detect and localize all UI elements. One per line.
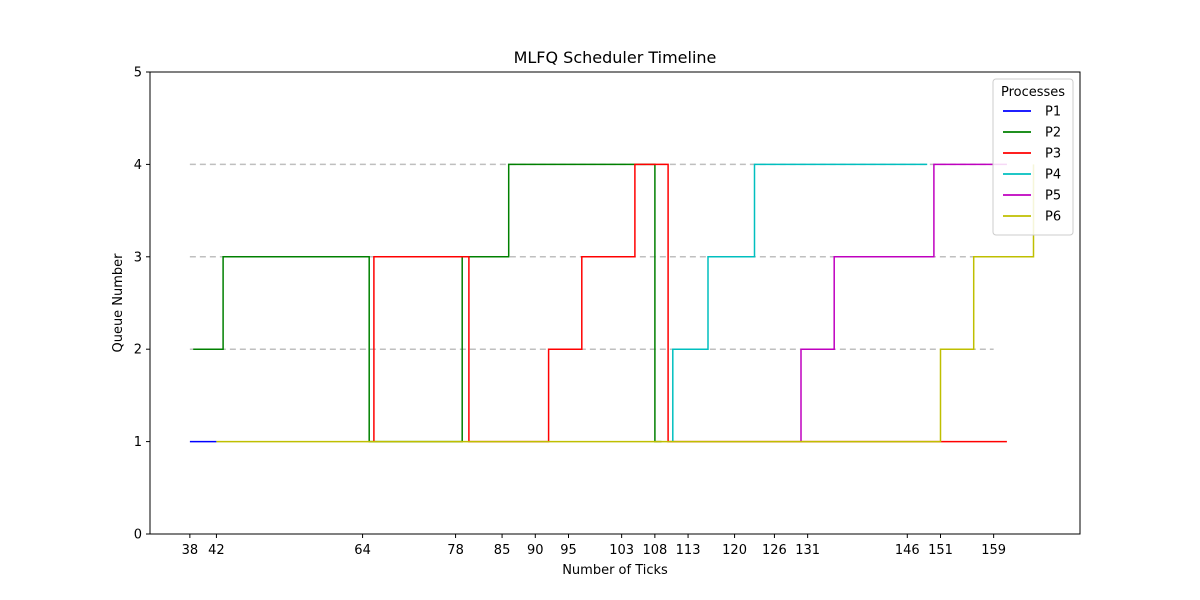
x-tick-label: 42 [208,543,225,558]
series-line-p3 [373,163,1007,443]
series-line-p5 [800,163,1007,442]
legend-label-p1: P1 [1045,105,1061,120]
y-tick-label: 5 [134,66,142,81]
legend: Processes P1 P2 P3 P4 P5 P6 [992,78,1074,236]
x-tick-label: 146 [895,543,920,558]
plot-frame [149,71,1081,535]
y-tick-label: 3 [134,250,142,265]
legend-label-p4: P4 [1045,168,1061,183]
x-tick-label: 90 [527,543,544,558]
y-tick-label: 1 [134,435,142,450]
y-tick-label: 0 [134,528,142,543]
legend-label-p2: P2 [1045,126,1061,141]
x-tick-label: 85 [494,543,511,558]
x-axis: 38 42 64 78 85 90 95 103 108 113 120 126 131 146 151 15… [182,534,1006,558]
x-tick-label: 64 [354,543,371,558]
series-line-p4 [672,163,928,442]
x-tick-label: 108 [642,543,667,558]
y-tick-label: 2 [134,343,142,358]
legend-box [992,78,1074,236]
y-axis: 0 1 2 3 4 5 [134,66,150,543]
x-tick-label: 159 [981,543,1006,558]
x-tick-label: 126 [762,543,787,558]
series-line-p2 [193,163,662,443]
x-tick-label: 78 [447,543,464,558]
x-tick-label: 151 [928,543,953,558]
legend-label-p5: P5 [1045,189,1061,204]
x-tick-label: 131 [795,543,820,558]
y-axis-label: Queue Number [111,253,126,353]
x-tick-label: 38 [182,543,199,558]
legend-label-p3: P3 [1045,147,1061,162]
legend-title: Processes [1001,85,1065,100]
x-tick-label: 95 [560,543,577,558]
legend-label-p6: P6 [1045,210,1061,225]
x-tick-label: 113 [676,543,701,558]
y-tick-label: 4 [134,158,142,173]
chart-title: MLFQ Scheduler Timeline [514,48,717,67]
x-axis-label: Number of Ticks [562,563,668,578]
series-line-p6 [216,164,1035,443]
x-tick-label: 103 [609,543,634,558]
x-tick-label: 120 [722,543,747,558]
series-lines [189,163,1035,443]
